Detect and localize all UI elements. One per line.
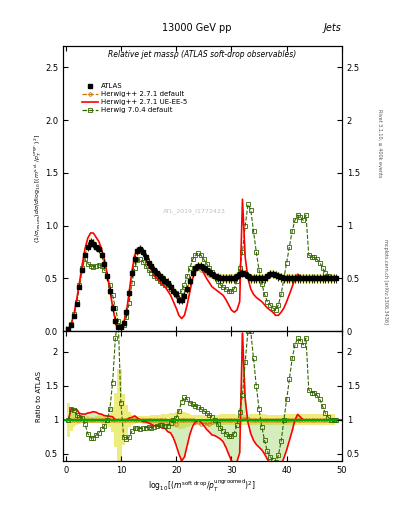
Text: 13000 GeV pp: 13000 GeV pp xyxy=(162,23,231,33)
Line: Herwig++ 2.7.1 default: Herwig++ 2.7.1 default xyxy=(67,241,338,331)
Herwig 7.0.4 default xyxy=(66,326,71,332)
Herwig 7.0.4 default xyxy=(334,275,339,282)
Legend: ATLAS, Herwig++ 2.7.1 default, Herwig++ 2.7.1 UE-EE-5, Herwig 7.0.4 default: ATLAS, Herwig++ 2.7.1 default, Herwig++ … xyxy=(80,81,189,115)
Herwig++ 2.7.1 default xyxy=(91,241,95,247)
Herwig 7.0.4 default xyxy=(246,201,250,207)
Herwig++ 2.7.1 UE-EE-5 xyxy=(215,288,220,294)
Herwig++ 2.7.1 UE-EE-5 xyxy=(235,307,239,313)
Text: ATL_2019_I1772423: ATL_2019_I1772423 xyxy=(163,208,226,215)
Herwig++ 2.7.1 UE-EE-5 xyxy=(88,230,93,236)
Text: Jets: Jets xyxy=(324,23,342,33)
Herwig++ 2.7.1 UE-EE-5 xyxy=(66,326,71,332)
Herwig++ 2.7.1 default xyxy=(88,240,93,246)
Herwig 7.0.4 default xyxy=(273,307,278,313)
Line: Herwig++ 2.7.1 UE-EE-5: Herwig++ 2.7.1 UE-EE-5 xyxy=(68,199,336,329)
Herwig 7.0.4 default xyxy=(88,263,93,269)
X-axis label: $\log_{10}[(m^{\rm soft\ drop}/p_T^{\rm ungroomed})^2]$: $\log_{10}[(m^{\rm soft\ drop}/p_T^{\rm … xyxy=(149,477,256,494)
Text: Relative jet massρ (ATLAS soft-drop observables): Relative jet massρ (ATLAS soft-drop obse… xyxy=(108,50,297,59)
Herwig++ 2.7.1 UE-EE-5 xyxy=(240,196,245,202)
Herwig 7.0.4 default xyxy=(193,252,198,258)
Herwig++ 2.7.1 default xyxy=(334,275,339,282)
Line: Herwig 7.0.4 default: Herwig 7.0.4 default xyxy=(67,203,338,331)
Herwig++ 2.7.1 UE-EE-5 xyxy=(83,246,87,252)
Herwig 7.0.4 default xyxy=(215,278,220,284)
Herwig 7.0.4 default xyxy=(83,257,87,263)
Herwig 7.0.4 default xyxy=(235,278,239,284)
Herwig++ 2.7.1 UE-EE-5 xyxy=(334,275,339,282)
Herwig++ 2.7.1 UE-EE-5 xyxy=(193,267,198,273)
Herwig++ 2.7.1 default xyxy=(273,272,278,279)
Herwig++ 2.7.1 default xyxy=(196,265,200,271)
Herwig++ 2.7.1 default xyxy=(218,275,223,282)
Text: mcplots.cern.ch [arXiv:1306.3436]: mcplots.cern.ch [arXiv:1306.3436] xyxy=(383,239,387,324)
Herwig++ 2.7.1 default xyxy=(83,252,87,258)
Text: Rivet 3.1.10, ≥ 400k events: Rivet 3.1.10, ≥ 400k events xyxy=(377,109,382,178)
Herwig++ 2.7.1 default xyxy=(237,271,242,278)
Herwig++ 2.7.1 UE-EE-5 xyxy=(273,312,278,318)
Herwig++ 2.7.1 default xyxy=(66,326,71,332)
Y-axis label: Ratio to ATLAS: Ratio to ATLAS xyxy=(36,371,42,421)
Y-axis label: $(1/\sigma_{\rm resum})\, d\sigma/d\log_{10}[(m^{\rm s.d.}/p_T^{\rm ungr.})^2]$: $(1/\sigma_{\rm resum})\, d\sigma/d\log_… xyxy=(33,134,44,243)
